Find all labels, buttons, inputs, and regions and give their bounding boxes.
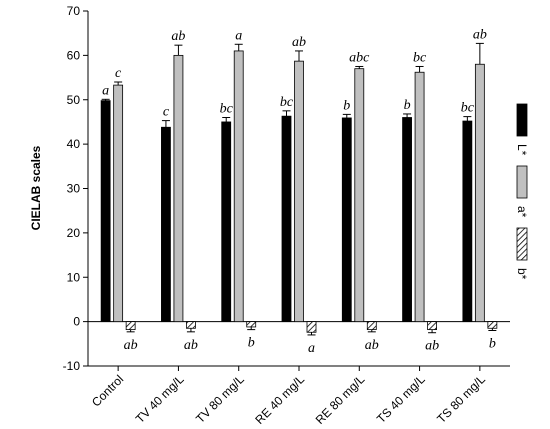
bar — [294, 60, 304, 323]
significance-label: bc — [220, 102, 234, 117]
bar — [221, 121, 232, 323]
bar — [414, 71, 425, 323]
error-bar — [295, 50, 303, 62]
legend-label: a* — [515, 206, 529, 218]
legend-label: b* — [515, 268, 529, 280]
error-bar — [222, 117, 231, 122]
error-bar — [307, 332, 316, 336]
error-bar — [101, 98, 110, 101]
significance-label: a — [235, 28, 242, 43]
bar — [462, 120, 473, 323]
error-bar — [161, 120, 170, 128]
significance-label: b — [248, 336, 255, 351]
error-bar — [475, 42, 484, 65]
bar — [487, 321, 498, 329]
significance-label: c — [115, 66, 122, 81]
significance-label: bc — [413, 50, 427, 65]
significance-label: bc — [280, 95, 294, 110]
significance-label: c — [163, 105, 170, 120]
bar — [306, 321, 317, 333]
legend-swatch — [516, 227, 528, 261]
error-bar — [234, 43, 243, 51]
x-tick-label: TS 80 mg/L — [434, 372, 488, 426]
error-bar — [342, 113, 351, 118]
significance-label: ab — [425, 339, 439, 354]
significance-label: a — [102, 83, 109, 98]
error-bar — [415, 65, 424, 73]
significance-label: b — [404, 98, 411, 113]
error-bar — [488, 328, 497, 331]
y-tick-label: 20 — [67, 226, 81, 240]
error-bar — [428, 329, 437, 334]
significance-label: ab — [124, 338, 138, 353]
y-tick-label: 30 — [67, 182, 81, 196]
significance-label: b — [343, 98, 350, 113]
legend-label: L* — [515, 144, 529, 156]
y-tick-label: 50 — [67, 93, 81, 107]
x-tick-label: TV 40 mg/L — [133, 372, 187, 426]
y-tick-label: 10 — [67, 270, 81, 284]
significance-label: a — [308, 341, 315, 356]
error-bar — [247, 326, 256, 331]
bar — [366, 321, 377, 331]
legend-swatch — [516, 165, 528, 199]
error-bar — [355, 65, 364, 69]
error-bar — [186, 328, 195, 333]
significance-label: abc — [349, 50, 370, 65]
error-bar — [282, 110, 291, 117]
error-bar — [403, 113, 412, 118]
bar — [161, 126, 171, 323]
x-tick-label: RE 80 mg/L — [313, 372, 368, 427]
error-bar — [367, 329, 376, 333]
x-tick-label: Control — [89, 372, 126, 409]
significance-label: ab — [171, 29, 185, 44]
bar — [233, 50, 244, 323]
y-tick-label: 60 — [67, 48, 81, 62]
significance-label: ab — [473, 27, 487, 42]
bar — [281, 115, 292, 323]
error-bar — [114, 81, 123, 86]
significance-label: ab — [365, 338, 379, 353]
bar — [100, 100, 111, 323]
bar — [474, 63, 485, 323]
bar — [186, 321, 196, 329]
significance-label: ab — [292, 35, 306, 50]
y-tick-label: 40 — [67, 137, 81, 151]
bar — [427, 321, 437, 331]
legend-swatch — [516, 103, 528, 137]
y-tick-label: 70 — [67, 4, 81, 18]
error-bar — [463, 116, 472, 122]
bar — [246, 321, 257, 328]
bar — [113, 84, 124, 323]
significance-label: bc — [461, 101, 475, 116]
bar — [125, 321, 136, 331]
error-bar — [126, 329, 135, 333]
y-axis-label: CIELAB scales — [29, 145, 43, 230]
bar — [354, 68, 365, 323]
bar — [341, 117, 352, 323]
bar — [402, 117, 412, 323]
error-bar — [174, 44, 183, 56]
y-tick-label: -10 — [63, 359, 81, 373]
x-tick-label: TS 40 mg/L — [374, 372, 428, 426]
significance-label: b — [489, 337, 496, 352]
x-tick-label: RE 40 mg/L — [252, 372, 307, 427]
x-tick-label: TV 80 mg/L — [193, 372, 247, 426]
y-tick-label: 0 — [73, 315, 80, 329]
significance-label: ab — [184, 338, 198, 353]
bar — [173, 54, 184, 323]
